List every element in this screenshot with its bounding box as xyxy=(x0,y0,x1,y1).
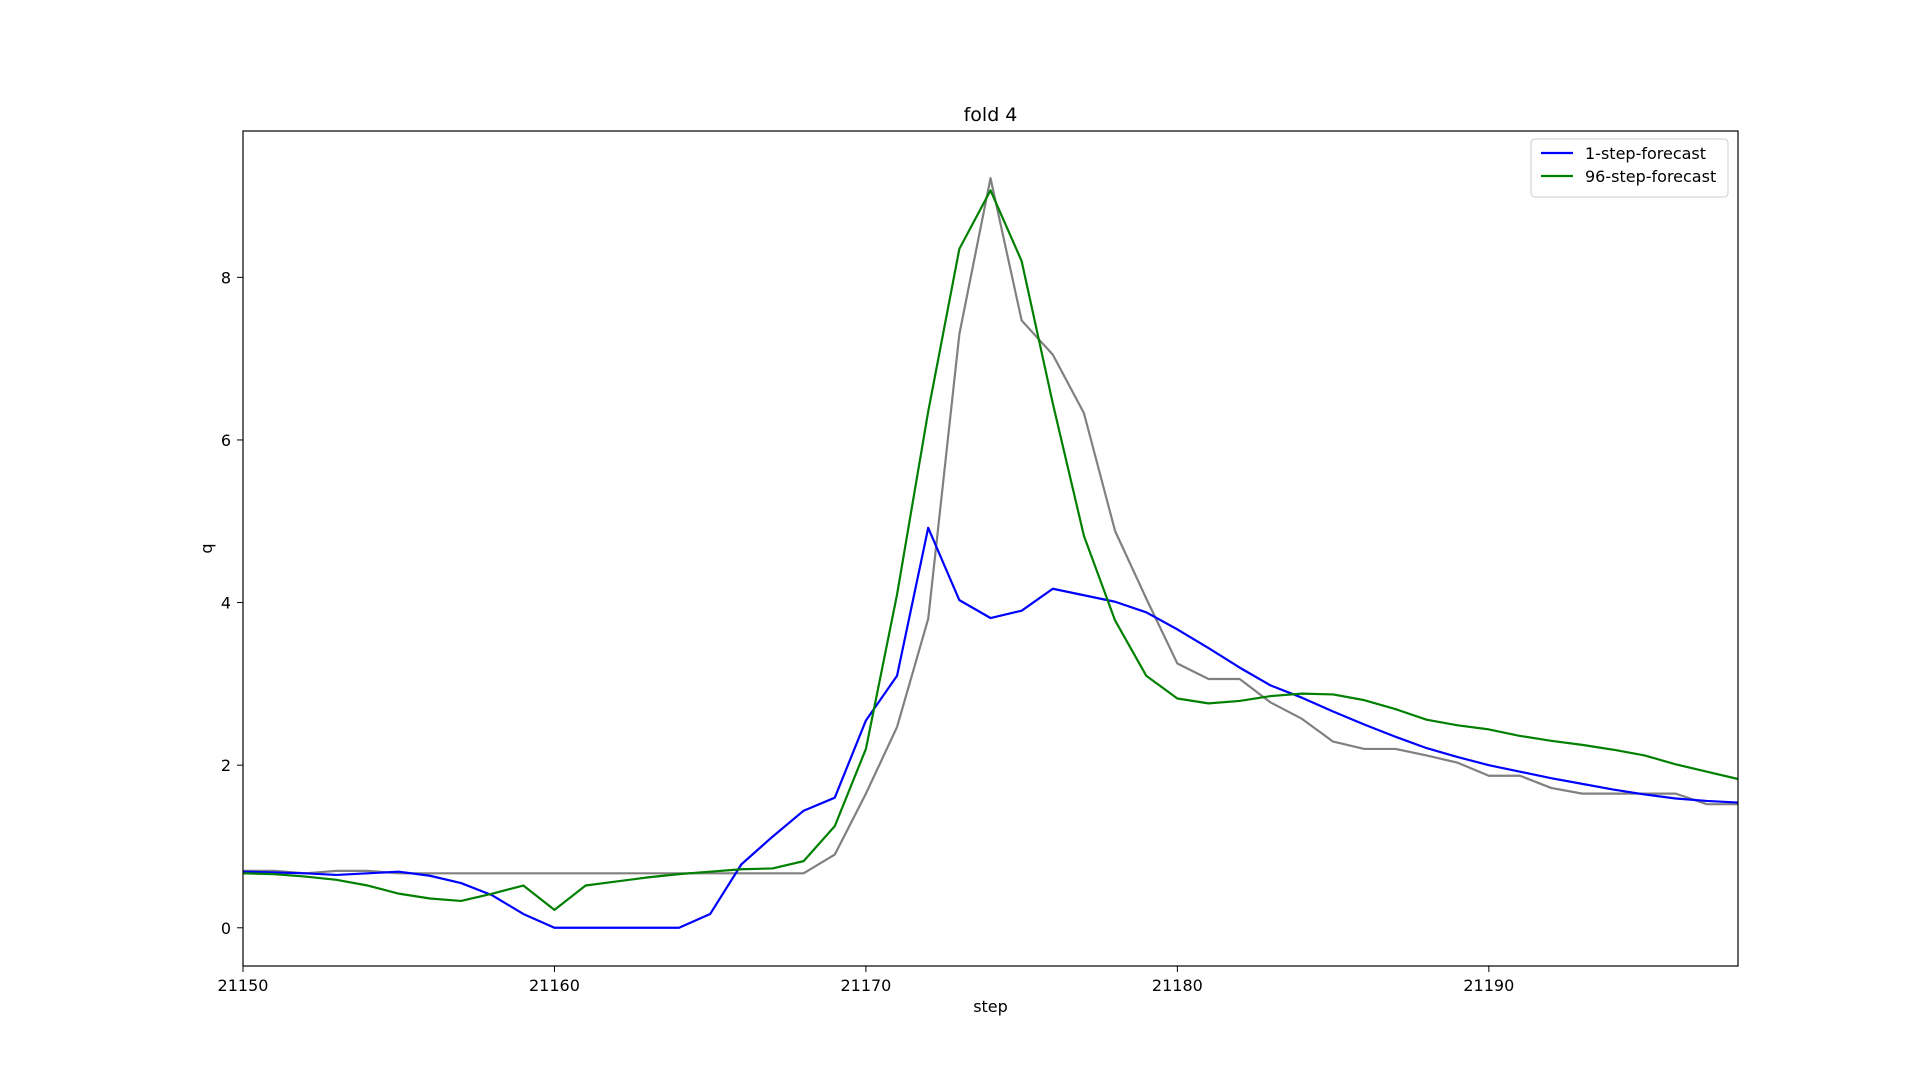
legend-label: 1-step-forecast xyxy=(1585,144,1706,163)
series-line-1-step-forecast xyxy=(242,526,1739,929)
legend-box xyxy=(1530,138,1729,198)
y-axis-label: q xyxy=(197,543,216,553)
series-line-series-0 xyxy=(243,177,1738,875)
x-tick-label: 21180 xyxy=(1152,976,1203,995)
x-tick-label: 21160 xyxy=(529,976,580,995)
y-axis-ticks: 0 2 4 6 8 xyxy=(221,268,243,938)
plot-frame xyxy=(242,130,1739,967)
legend: 1-step-forecast 96-step-forecast xyxy=(1530,138,1729,198)
y-tick-label: 4 xyxy=(221,594,231,613)
y-tick-label: 8 xyxy=(221,268,231,287)
x-tick-label: 21170 xyxy=(840,976,891,995)
x-axis-label: step xyxy=(973,997,1008,1016)
y-tick-label: 6 xyxy=(221,431,231,450)
y-tick-label: 2 xyxy=(221,756,231,775)
chart-title: fold 4 xyxy=(964,104,1018,126)
y-tick-label: 0 xyxy=(221,919,231,938)
x-tick-label: 21190 xyxy=(1463,976,1514,995)
x-axis-ticks: 21150 21160 21170 21180 21190 xyxy=(218,966,1514,995)
series-layer xyxy=(242,177,1739,929)
legend-label: 96-step-forecast xyxy=(1585,167,1716,186)
series-line-96-step-forecast xyxy=(242,189,1739,911)
x-tick-label: 21150 xyxy=(218,976,269,995)
